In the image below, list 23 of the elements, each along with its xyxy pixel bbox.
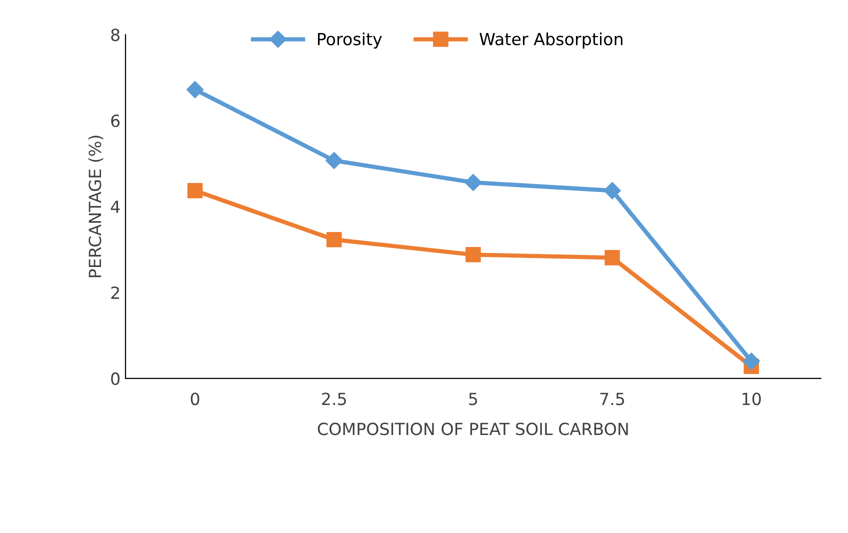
y-tick-label: 2 (111, 286, 119, 299)
point (326, 232, 342, 248)
legend-label: Water Absorption (480, 32, 622, 49)
y-axis-title: PERCANTAGE (%) (88, 136, 104, 278)
x-tick-label: 2.5 (322, 392, 346, 406)
point (186, 81, 204, 98)
x-tick-label: 5 (469, 392, 478, 406)
x-axis-title: COMPOSITION OF PEAT SOIL CARBON (318, 422, 628, 436)
point (464, 174, 482, 192)
y-tick-label: 8 (111, 28, 120, 42)
point (187, 183, 203, 198)
x-tick-label: 10 (742, 392, 761, 406)
x-tick-label: 7.5 (600, 392, 624, 406)
x-tick-label: 0 (190, 392, 200, 406)
point (466, 247, 481, 262)
y-tick-label: 4 (110, 200, 120, 213)
point (604, 182, 621, 200)
legend-label: Porosity (318, 32, 382, 49)
point (604, 250, 620, 266)
point (326, 152, 343, 170)
y-tick-label: 0 (111, 372, 120, 385)
y-tick-label: 6 (111, 114, 120, 128)
point (742, 352, 760, 370)
